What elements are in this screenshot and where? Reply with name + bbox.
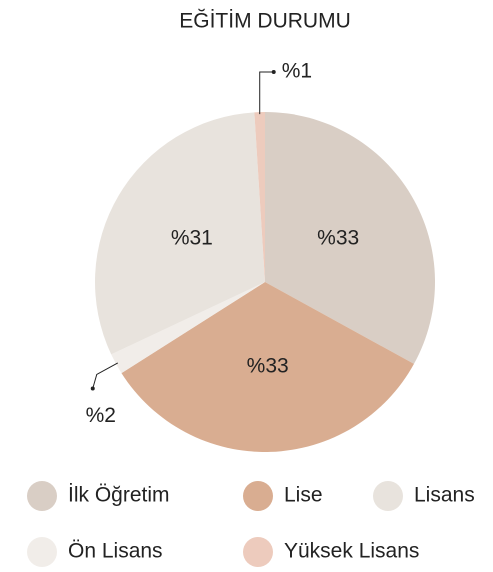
legend-label: Lisans: [414, 484, 475, 507]
legend-swatch: [27, 537, 57, 567]
pie-slice: [95, 112, 266, 355]
pie-slice: [111, 282, 265, 374]
legend-label: Yüksek Lisans: [284, 540, 419, 563]
legend-swatch: [243, 481, 273, 511]
pie-slice: [265, 112, 436, 364]
slice-label: %2: [86, 404, 116, 427]
legend-label: Lise: [284, 484, 323, 507]
slice-label: %33: [247, 355, 289, 378]
leader-line: [92, 362, 119, 389]
legend-swatch: [27, 481, 57, 511]
chart-title: EĞİTİM DURUMU: [179, 10, 351, 33]
legend-label: İlk Öğretim: [68, 484, 170, 507]
leader-line: [259, 71, 274, 115]
slice-label: %1: [282, 60, 312, 83]
slice-label: %31: [171, 226, 213, 249]
legend-swatch: [243, 537, 273, 567]
legend-swatch: [373, 481, 403, 511]
pie-slice: [121, 282, 414, 453]
slice-label: %33: [317, 226, 359, 249]
legend-label: Ön Lisans: [68, 540, 163, 563]
pie-slice: [254, 112, 265, 282]
leader-dot: [271, 70, 276, 74]
leader-dot: [90, 386, 95, 391]
